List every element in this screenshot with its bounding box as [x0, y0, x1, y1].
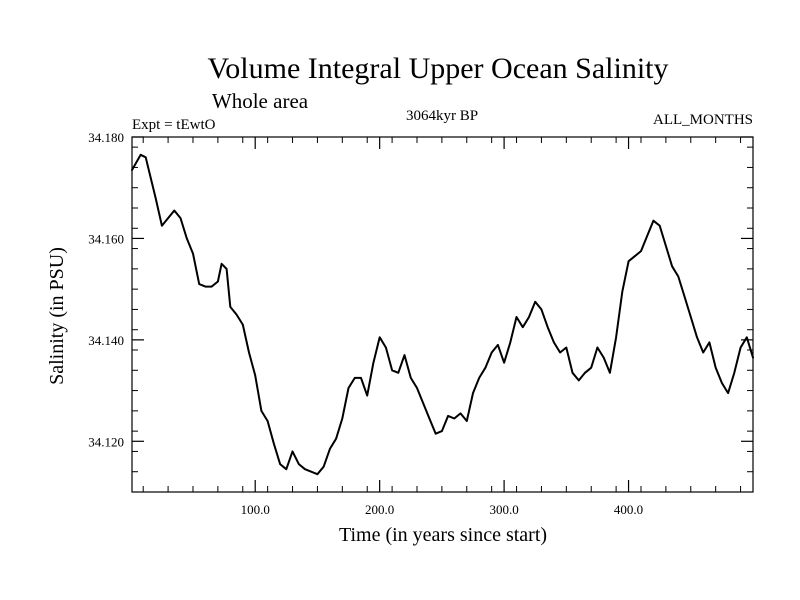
period-label: 3064kyr BP — [406, 108, 478, 124]
x-tick-label: 100.0 — [241, 502, 270, 517]
chart-title: Volume Integral Upper Ocean Salinity — [208, 52, 669, 85]
x-tick-label: 200.0 — [365, 502, 394, 517]
months-label: ALL_MONTHS — [653, 112, 753, 128]
chart-subtitle: Whole area — [212, 89, 309, 113]
y-axis-label: Salinity (in PSU) — [46, 247, 68, 385]
y-axis-ticks: 34.120 34.140 34.160 34.180 — [88, 130, 753, 493]
y-tick-label: 34.140 — [88, 333, 124, 348]
y-tick-label: 34.160 — [88, 231, 124, 246]
y-tick-label: 34.180 — [88, 130, 124, 145]
salinity-series-line — [131, 153, 754, 476]
x-tick-label: 300.0 — [489, 502, 518, 517]
experiment-label: Expt = tEwtO — [132, 117, 216, 133]
plot-frame — [131, 136, 754, 493]
y-tick-label: 34.120 — [88, 434, 124, 449]
x-axis-ticks: 100.0 200.0 300.0 400.0 — [142, 137, 742, 517]
x-tick-label: 400.0 — [614, 502, 643, 517]
x-axis-label: Time (in years since start) — [339, 524, 547, 546]
